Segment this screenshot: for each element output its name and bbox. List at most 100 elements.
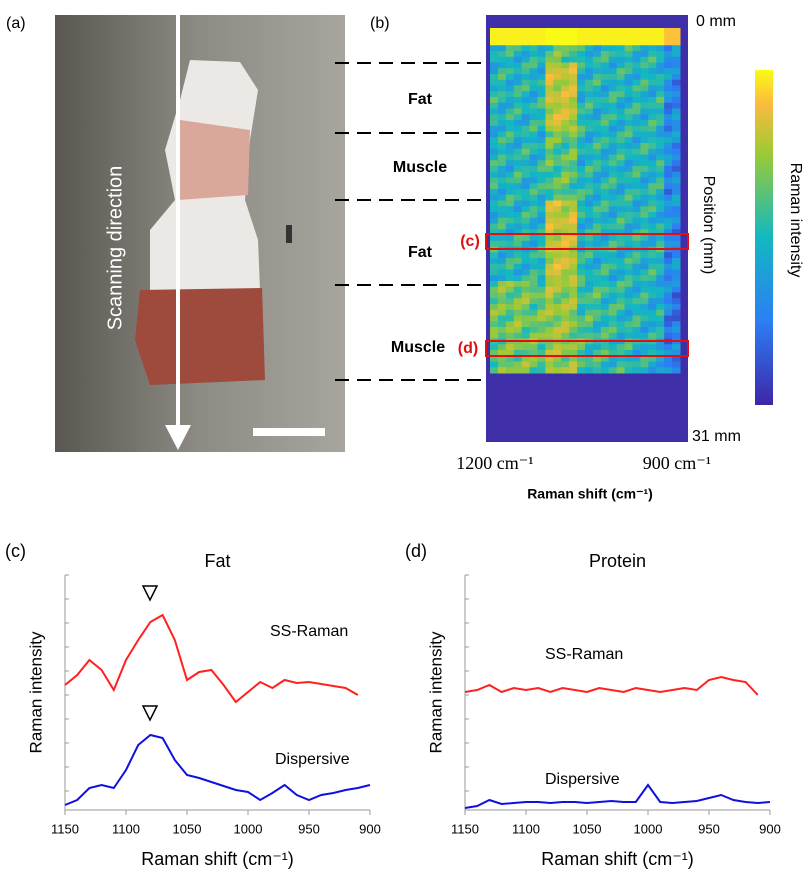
heatmap-cell (601, 264, 609, 270)
heatmap-cell (498, 367, 506, 373)
heatmap-cell (640, 172, 648, 178)
heatmap-cell (506, 258, 514, 264)
heatmap-cell (498, 281, 506, 287)
heatmap-cell (498, 298, 506, 304)
heatmap-cell (609, 166, 617, 172)
heatmap-cell (609, 241, 617, 247)
heatmap-cell (656, 40, 664, 46)
heatmap-cell (553, 189, 561, 195)
heatmap-cell (593, 189, 601, 195)
heatmap-cell (506, 212, 514, 218)
heatmap-cell (601, 218, 609, 224)
heatmap-cell (672, 241, 680, 247)
heatmap-cell (593, 86, 601, 92)
heatmap-cell (569, 275, 577, 281)
heatmap-cell (498, 103, 506, 109)
heatmap-cell (490, 327, 498, 333)
heatmap-cell (664, 327, 672, 333)
heatmap-cell (625, 74, 633, 80)
heatmap-cell (490, 344, 498, 350)
heatmap-cell (545, 293, 553, 299)
position-label: Position (mm) (700, 176, 717, 275)
heatmap-cell (633, 183, 641, 189)
heatmap-cell (664, 224, 672, 230)
heatmap-cell (625, 275, 633, 281)
heatmap-cell (648, 316, 656, 322)
heatmap-cell (498, 34, 506, 40)
heatmap-cell (617, 304, 625, 310)
heatmap-cell (569, 316, 577, 322)
heatmap-cell (498, 241, 506, 247)
heatmap-cell (593, 344, 601, 350)
heatmap-cell (538, 97, 546, 103)
heatmap-cell (656, 293, 664, 299)
heatmap-cell (633, 321, 641, 327)
heatmap-cell (633, 178, 641, 184)
heatmap-cell (553, 178, 561, 184)
heatmap-cell (656, 109, 664, 115)
heatmap-cell (522, 327, 530, 333)
chart-title: Fat (204, 551, 230, 571)
heatmap-cell (545, 126, 553, 132)
heatmap-cell (530, 40, 538, 46)
heatmap-cell (530, 74, 538, 80)
heatmap-cell (538, 143, 546, 149)
heatmap-cell (490, 270, 498, 276)
heatmap-cell (490, 155, 498, 161)
heatmap-cell (593, 166, 601, 172)
heatmap-cell (672, 86, 680, 92)
heatmap-cell (569, 293, 577, 299)
heatmap-cell (625, 68, 633, 74)
heatmap-cell (672, 28, 680, 34)
heatmap-cell (609, 344, 617, 350)
heatmap-cell (625, 40, 633, 46)
heatmap-cell (672, 45, 680, 51)
heatmap-cell (672, 252, 680, 258)
series-label: Dispersive (275, 751, 350, 768)
heatmap-cell (545, 195, 553, 201)
heatmap-cell (648, 224, 656, 230)
x-tick-label: 1050 (573, 821, 602, 836)
heatmap-cell (561, 270, 569, 276)
heatmap-cell (498, 28, 506, 34)
heatmap-cell (577, 224, 585, 230)
heatmap-cell (577, 172, 585, 178)
heatmap-cell (672, 224, 680, 230)
heatmap-cell (656, 166, 664, 172)
heatmap-cell (609, 218, 617, 224)
heatmap-cell (506, 224, 514, 230)
heatmap-cell (633, 132, 641, 138)
heatmap-cell (522, 74, 530, 80)
heatmap-cell (609, 80, 617, 86)
heatmap-cell (561, 344, 569, 350)
heatmap-cell (617, 86, 625, 92)
heatmap-cell (640, 212, 648, 218)
heatmap-cell (633, 333, 641, 339)
heatmap-cell (506, 183, 514, 189)
heatmap-cell (577, 189, 585, 195)
heatmap-cell (514, 45, 522, 51)
heatmap-cell (585, 310, 593, 316)
heatmap-cell (530, 143, 538, 149)
heatmap-cell (514, 28, 522, 34)
heatmap-cell (506, 143, 514, 149)
heatmap-cell (553, 126, 561, 132)
heatmap-cell (601, 28, 609, 34)
heatmap-cell (664, 195, 672, 201)
heatmap-cell (617, 172, 625, 178)
heatmap-cell (617, 80, 625, 86)
heatmap-cell (545, 241, 553, 247)
heatmap-cell (609, 178, 617, 184)
heatmap-cell (498, 80, 506, 86)
heatmap-cell (640, 160, 648, 166)
heatmap-cell (593, 40, 601, 46)
heatmap-cell (561, 293, 569, 299)
heatmap-cell (633, 166, 641, 172)
heatmap-cell (672, 74, 680, 80)
heatmap-cell (522, 344, 530, 350)
heatmap-cell (577, 28, 585, 34)
heatmap-cell (530, 57, 538, 63)
heatmap-cell (617, 114, 625, 120)
x-tick-label: 1150 (51, 821, 79, 836)
heatmap-cell (545, 137, 553, 143)
